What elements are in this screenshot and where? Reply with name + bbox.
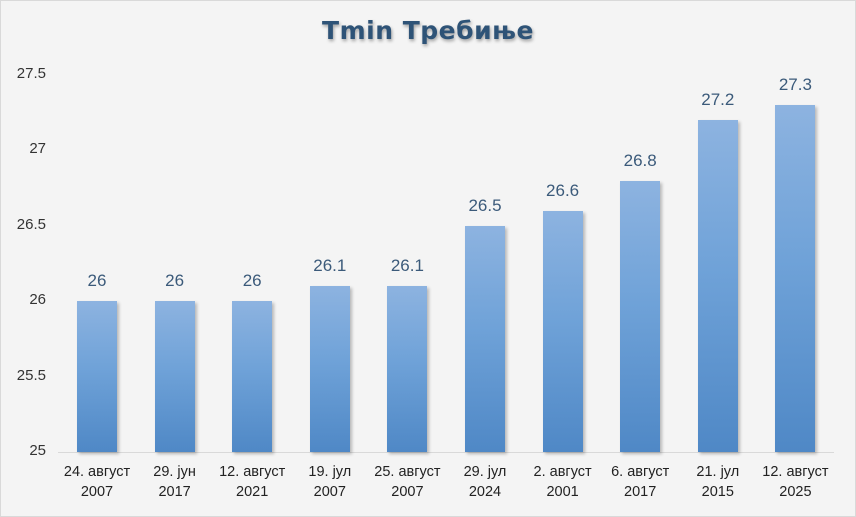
y-tick-label: 25.5 bbox=[16, 366, 46, 384]
y-tick-label: 27 bbox=[29, 140, 46, 158]
value-label: 26.1 bbox=[313, 256, 347, 276]
bar bbox=[775, 105, 816, 452]
bar bbox=[697, 120, 738, 452]
bar bbox=[542, 210, 583, 452]
y-tick-label: 26.5 bbox=[16, 215, 46, 233]
x-tick-label: 25. август 2007 bbox=[374, 464, 441, 500]
bar bbox=[620, 180, 661, 452]
value-label: 26.6 bbox=[546, 180, 580, 200]
value-label: 26 bbox=[242, 271, 262, 291]
x-axis-line bbox=[58, 452, 834, 453]
y-tick-label: 26 bbox=[29, 291, 46, 309]
bar bbox=[387, 286, 428, 452]
value-label: 27.2 bbox=[701, 90, 735, 110]
x-tick-label: 24. август 2007 bbox=[63, 464, 131, 500]
value-label: 26 bbox=[87, 271, 107, 291]
x-tick-label: 19. јул 2007 bbox=[308, 464, 352, 500]
x-tick-label: 21. јул 2015 bbox=[696, 464, 740, 500]
value-label: 26 bbox=[165, 271, 185, 291]
bar bbox=[77, 301, 117, 452]
value-label: 26.1 bbox=[390, 256, 424, 276]
x-tick-label: 12. август 2025 bbox=[762, 464, 829, 500]
y-tick-label: 27.5 bbox=[16, 65, 46, 82]
value-label: 26.5 bbox=[468, 195, 502, 215]
x-tick-label: 29. јул 2024 bbox=[463, 464, 507, 500]
x-tick-label: 2. август 2001 bbox=[533, 464, 592, 500]
y-tick-label: 25 bbox=[29, 442, 46, 459]
x-tick-label: 6. август 2017 bbox=[611, 464, 670, 500]
x-tick-label: 29. јун 2017 bbox=[153, 464, 196, 500]
chart-title: Tmin Требиње bbox=[322, 16, 534, 45]
bar bbox=[154, 301, 195, 452]
x-tick-label: 12. август 2021 bbox=[219, 464, 286, 500]
value-label: 26.8 bbox=[623, 150, 657, 170]
bar bbox=[309, 286, 350, 452]
bar bbox=[465, 225, 505, 452]
value-label: 27.3 bbox=[778, 75, 812, 95]
bar bbox=[232, 301, 273, 452]
